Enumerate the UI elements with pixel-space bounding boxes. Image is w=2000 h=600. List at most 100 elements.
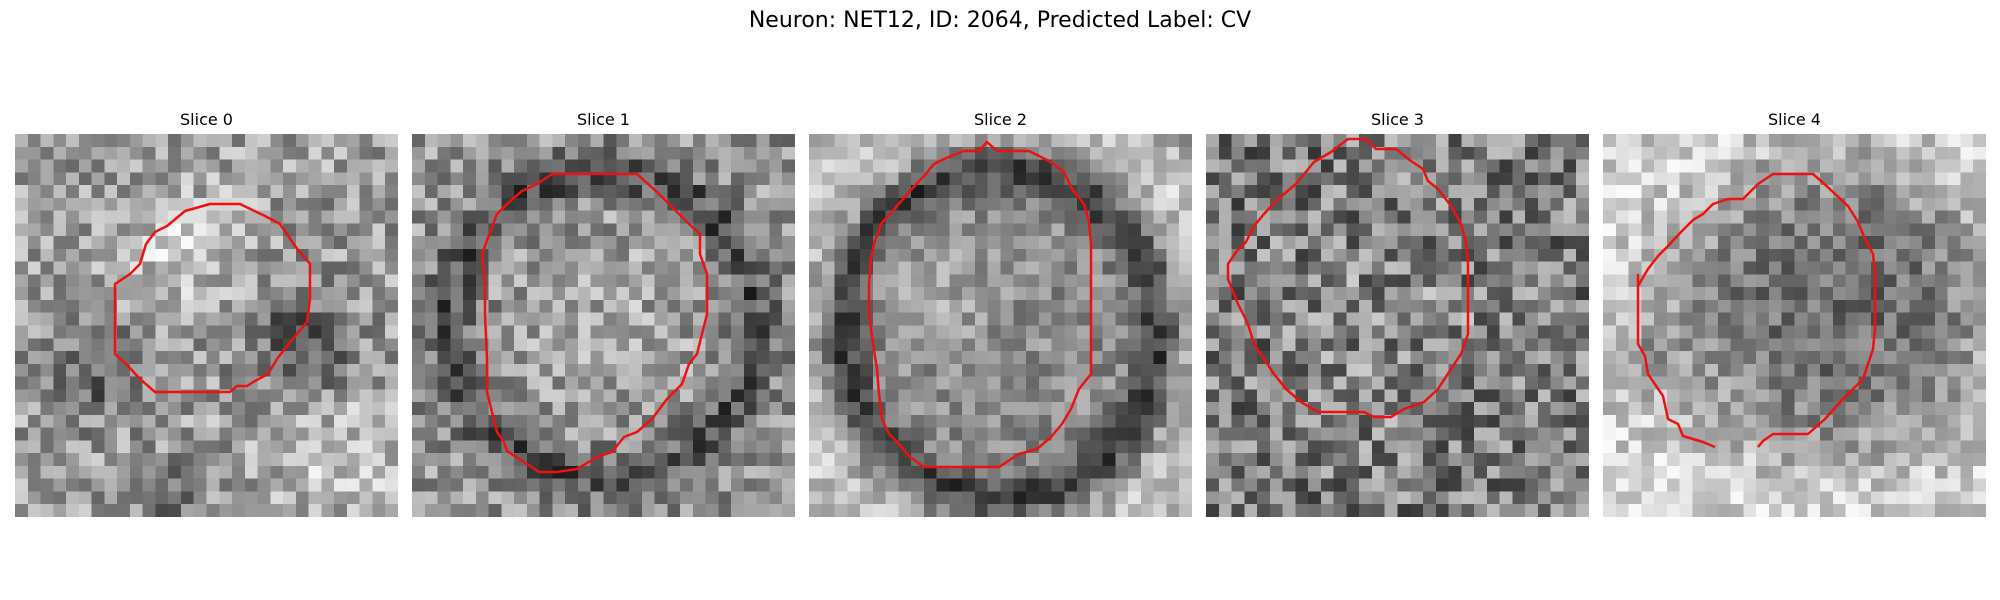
image-pixel bbox=[1960, 134, 1974, 148]
image-pixel bbox=[680, 261, 694, 276]
image-pixel bbox=[539, 274, 554, 288]
slice-panel-4: Slice 4 bbox=[1603, 110, 1986, 523]
image-pixel bbox=[1973, 376, 1986, 390]
image-pixel bbox=[1499, 261, 1513, 276]
image-pixel bbox=[66, 338, 80, 352]
image-pixel bbox=[1397, 465, 1411, 480]
image-pixel bbox=[91, 223, 105, 237]
image-pixel bbox=[769, 504, 783, 517]
image-pixel bbox=[1794, 223, 1808, 237]
image-pixel bbox=[180, 134, 195, 148]
image-pixel bbox=[1333, 465, 1348, 480]
image-pixel bbox=[1858, 134, 1872, 148]
image-pixel bbox=[1705, 299, 1719, 314]
image-pixel bbox=[1641, 376, 1655, 390]
image-pixel bbox=[1820, 210, 1834, 224]
image-pixel bbox=[1666, 134, 1681, 148]
image-pixel bbox=[1960, 351, 1974, 365]
image-pixel bbox=[424, 210, 439, 224]
image-pixel bbox=[629, 325, 643, 339]
image-pixel bbox=[1499, 223, 1513, 237]
image-pixel bbox=[1896, 402, 1910, 416]
image-pixel bbox=[1231, 134, 1245, 148]
image-pixel bbox=[539, 389, 554, 403]
image-pixel bbox=[1308, 440, 1322, 454]
image-pixel bbox=[590, 312, 605, 327]
image-pixel bbox=[1346, 197, 1360, 212]
image-pixel bbox=[15, 402, 29, 416]
image-pixel bbox=[718, 185, 732, 199]
image-pixel bbox=[372, 134, 386, 148]
image-pixel bbox=[1692, 134, 1706, 148]
image-pixel bbox=[1858, 185, 1872, 199]
image-pixel bbox=[1960, 236, 1974, 250]
image-pixel bbox=[860, 504, 874, 517]
image-pixel bbox=[1153, 261, 1168, 276]
image-pixel bbox=[1359, 363, 1373, 378]
image-pixel bbox=[974, 478, 989, 493]
image-pixel bbox=[1512, 389, 1526, 403]
image-pixel bbox=[1960, 274, 1974, 288]
image-pixel bbox=[1550, 223, 1565, 237]
image-pixel bbox=[1922, 287, 1936, 301]
image-pixel bbox=[1947, 478, 1962, 493]
image-pixel bbox=[641, 261, 656, 276]
image-pixel bbox=[142, 134, 157, 148]
image-pixel bbox=[1320, 185, 1335, 199]
image-pixel bbox=[1257, 363, 1271, 378]
image-pixel bbox=[590, 338, 605, 352]
image-pixel bbox=[424, 236, 439, 250]
image-pixel bbox=[1064, 478, 1078, 493]
image-pixel bbox=[616, 478, 630, 493]
image-pixel bbox=[641, 389, 656, 403]
image-pixel bbox=[565, 172, 579, 186]
image-pixel bbox=[949, 338, 963, 352]
image-pixel bbox=[1013, 287, 1027, 301]
image-pixel bbox=[155, 248, 169, 263]
image-pixel bbox=[1845, 274, 1859, 288]
image-pixel bbox=[1743, 210, 1757, 224]
image-pixel bbox=[321, 236, 335, 250]
image-pixel bbox=[1909, 389, 1923, 403]
image-pixel bbox=[1026, 402, 1040, 416]
image-pixel bbox=[463, 159, 477, 173]
image-pixel bbox=[962, 261, 976, 276]
image-pixel bbox=[1947, 185, 1962, 199]
image-pixel bbox=[743, 185, 758, 199]
image-pixel bbox=[539, 210, 554, 224]
image-pixel bbox=[321, 389, 335, 403]
image-pixel bbox=[590, 504, 605, 517]
image-pixel bbox=[1922, 299, 1936, 314]
image-pixel bbox=[450, 185, 464, 199]
image-pixel bbox=[1883, 453, 1898, 467]
image-pixel bbox=[1115, 351, 1129, 365]
image-pixel bbox=[1153, 478, 1168, 493]
image-pixel bbox=[232, 261, 246, 276]
image-pixel bbox=[1384, 363, 1399, 378]
image-pixel bbox=[1537, 299, 1552, 314]
image-pixel bbox=[1858, 299, 1872, 314]
image-pixel bbox=[1013, 185, 1027, 199]
image-pixel bbox=[1410, 338, 1424, 352]
image-pixel bbox=[552, 453, 566, 467]
image-pixel bbox=[1512, 504, 1526, 517]
image-pixel bbox=[1461, 172, 1475, 186]
image-pixel bbox=[1140, 248, 1155, 263]
image-pixel bbox=[911, 299, 925, 314]
image-pixel bbox=[257, 159, 271, 173]
image-pixel bbox=[1934, 159, 1949, 173]
image-pixel bbox=[667, 287, 681, 301]
image-pixel bbox=[1410, 134, 1424, 148]
image-pixel bbox=[756, 453, 771, 467]
image-pixel bbox=[834, 478, 848, 493]
image-pixel bbox=[1115, 185, 1129, 199]
image-pixel bbox=[1832, 236, 1847, 250]
image-pixel bbox=[590, 363, 605, 378]
image-pixel bbox=[962, 146, 976, 161]
image-pixel bbox=[667, 185, 681, 199]
image-pixel bbox=[437, 338, 451, 352]
image-pixel bbox=[1512, 414, 1526, 429]
image-pixel bbox=[1717, 223, 1732, 237]
image-pixel bbox=[769, 478, 783, 493]
image-pixel bbox=[1845, 146, 1859, 161]
